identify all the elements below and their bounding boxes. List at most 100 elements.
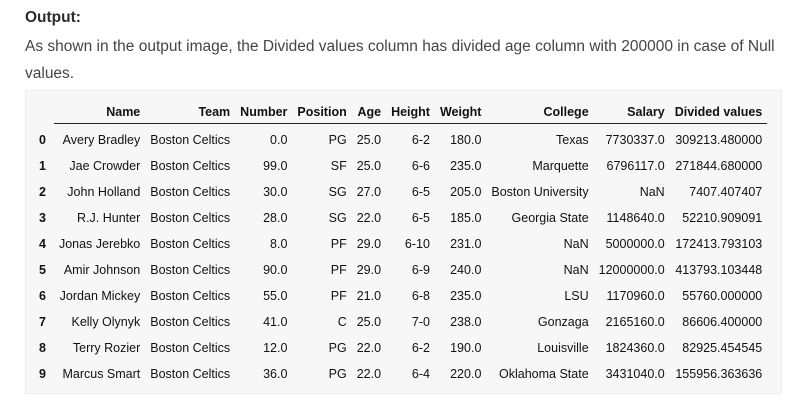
cell-age: 22.0	[356, 211, 382, 225]
dataframe-table: Name Team Number Position Age Height Wei…	[34, 101, 768, 388]
column-header-age: Age	[351, 101, 387, 124]
cell-name: Terry Rozier	[72, 341, 141, 355]
cell-weight: 235.0	[450, 289, 482, 303]
cell-age: 27.0	[356, 185, 382, 199]
cell-number: 55.0	[263, 289, 288, 303]
column-header-height: Height	[386, 101, 435, 124]
cell-height: 6-5	[411, 185, 430, 199]
cell-position: PG	[328, 341, 347, 355]
cell-team: Boston Celtics	[150, 289, 231, 303]
cell-number: 41.0	[263, 315, 288, 329]
cell-team: Boston Celtics	[150, 315, 231, 329]
cell-age: 22.0	[356, 367, 382, 381]
cell-position: PF	[330, 263, 347, 277]
index-header	[34, 101, 54, 124]
cell-name: John Holland	[67, 185, 141, 199]
table-row: 3 R.J. Hunter Boston Celtics 28.0 SG 22.0 6-5 1…	[34, 205, 767, 231]
output-description: As shown in the output image, the Divide…	[25, 38, 775, 82]
table-row: 7 Kelly Olynyk Boston Celtics 41.0 C 25.0 7-0 2…	[34, 309, 767, 335]
cell-divided-values: 413793.103448	[675, 263, 763, 277]
cell-name: Kelly Olynyk	[71, 315, 141, 329]
cell-college: Marquette	[532, 159, 589, 173]
cell-weight: 180.0	[450, 133, 482, 147]
cell-age: 25.0	[356, 315, 382, 329]
table-row: 6 Jordan Mickey Boston Celtics 55.0 PF 21.0 6-…	[34, 283, 767, 309]
cell-salary: 6796117.0	[606, 159, 665, 173]
cell-weight: 238.0	[450, 315, 482, 329]
cell-name: Jonas Jerebko	[58, 237, 141, 251]
cell-college: LSU	[564, 289, 589, 303]
cell-name: Jordan Mickey	[59, 289, 141, 303]
cell-weight: 235.0	[450, 159, 482, 173]
row-index: 8	[39, 341, 46, 355]
row-index: 9	[39, 367, 46, 381]
cell-height: 6-2	[411, 341, 430, 355]
cell-salary: 12000000.0	[598, 263, 665, 277]
column-header-college: College	[486, 101, 594, 124]
output-heading: Output:	[25, 9, 81, 26]
column-header-team: Team	[145, 101, 236, 124]
cell-salary: 2165160.0	[605, 315, 665, 329]
row-index: 6	[39, 289, 46, 303]
cell-college: Boston University	[491, 185, 589, 199]
cell-position: SG	[328, 185, 347, 199]
cell-number: 0.0	[270, 133, 288, 147]
cell-divided-values: 309213.480000	[675, 133, 763, 147]
cell-number: 8.0	[270, 237, 288, 251]
cell-college: NaN	[563, 237, 589, 251]
table-row: 9 Marcus Smart Boston Celtics 36.0 PG 22.0 6-4…	[34, 361, 767, 387]
table-row: 0 Avery Bradley Boston Celtics 0.0 PG 25.0 6-2…	[34, 124, 767, 154]
cell-position: PG	[328, 367, 347, 381]
cell-weight: 205.0	[450, 185, 482, 199]
table-body: 0 Avery Bradley Boston Celtics 0.0 PG 25.0 6-2…	[34, 124, 767, 388]
cell-team: Boston Celtics	[150, 133, 231, 147]
column-header-position: Position	[292, 101, 352, 124]
cell-team: Boston Celtics	[150, 159, 231, 173]
row-index: 7	[39, 315, 46, 329]
cell-name: Marcus Smart	[62, 367, 141, 381]
cell-number: 28.0	[263, 211, 288, 225]
cell-height: 6-10	[404, 237, 430, 251]
cell-age: 25.0	[356, 159, 382, 173]
row-index: 4	[39, 237, 46, 251]
cell-college: NaN	[563, 263, 589, 277]
column-header-weight: Weight	[434, 101, 487, 124]
cell-divided-values: 86606.400000	[682, 315, 763, 329]
cell-salary: 5000000.0	[605, 237, 665, 251]
cell-divided-values: 7407.407407	[689, 185, 763, 199]
table-row: 5 Amir Johnson Boston Celtics 90.0 PF 29.0 6-9…	[34, 257, 767, 283]
cell-salary: 3431040.0	[605, 367, 665, 381]
cell-divided-values: 55760.000000	[682, 289, 763, 303]
cell-college: Gonzaga	[537, 315, 589, 329]
cell-college: Louisville	[537, 341, 589, 355]
cell-divided-values: 271844.680000	[675, 159, 763, 173]
cell-name: R.J. Hunter	[77, 211, 141, 225]
row-index: 2	[39, 185, 46, 199]
cell-salary: 1170960.0	[606, 289, 665, 303]
cell-number: 12.0	[263, 341, 288, 355]
row-index: 3	[39, 211, 46, 225]
cell-position: PF	[330, 237, 347, 251]
cell-height: 6-8	[411, 289, 430, 303]
cell-weight: 231.0	[450, 237, 482, 251]
cell-divided-values: 52210.909091	[682, 211, 763, 225]
cell-weight: 240.0	[450, 263, 482, 277]
cell-height: 6-6	[411, 159, 430, 173]
cell-age: 22.0	[356, 341, 382, 355]
table-row: 8 Terry Rozier Boston Celtics 12.0 PG 22.0 6-2…	[34, 335, 767, 361]
cell-weight: 190.0	[450, 341, 482, 355]
column-header-divided-values: Divided values	[669, 101, 768, 124]
cell-position: SF	[330, 159, 347, 173]
column-header-salary: Salary	[593, 101, 670, 124]
dataframe-output-frame	[25, 90, 782, 394]
table-row: 1 Jae Crowder Boston Celtics 99.0 SF 25.0 6-6 2…	[34, 153, 767, 179]
cell-salary: 7730337.0	[605, 133, 665, 147]
cell-salary: 1824360.0	[605, 341, 665, 355]
cell-position: SG	[328, 211, 347, 225]
cell-college: Texas	[556, 133, 589, 147]
cell-team: Boston Celtics	[150, 341, 231, 355]
cell-team: Boston Celtics	[150, 185, 231, 199]
cell-team: Boston Celtics	[150, 211, 231, 225]
cell-college: Oklahoma State	[499, 367, 589, 381]
cell-weight: 185.0	[450, 211, 482, 225]
